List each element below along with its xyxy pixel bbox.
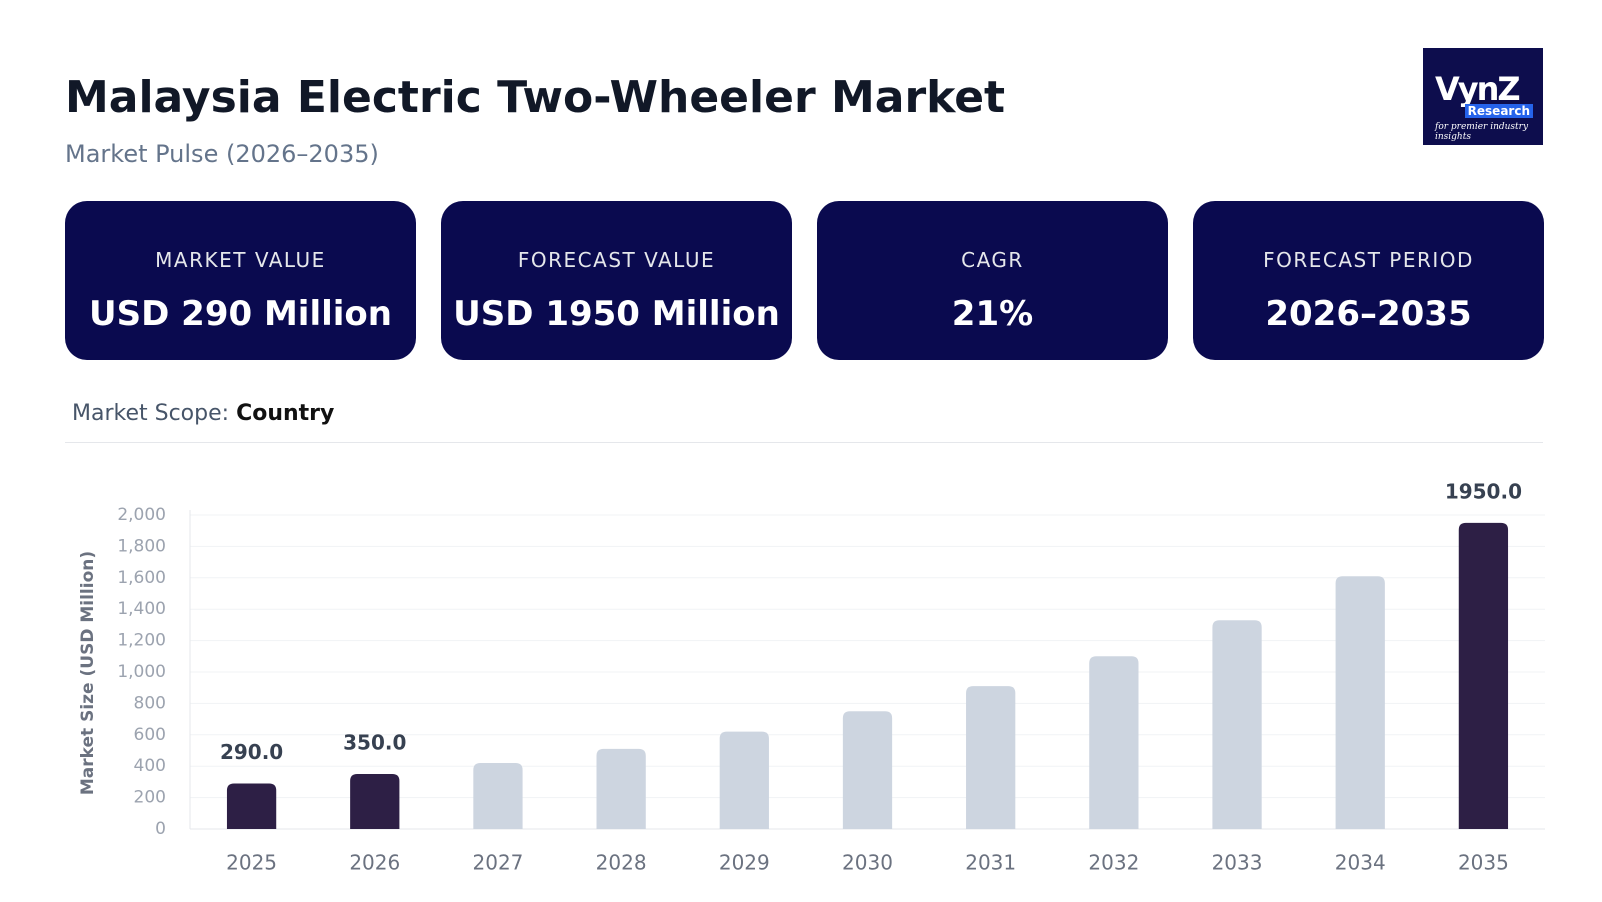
bar [350, 774, 400, 829]
bar [1212, 620, 1262, 829]
x-tick-label: 2025 [226, 851, 277, 875]
card-label: FORECAST PERIOD [1263, 248, 1474, 272]
x-tick-label: 2034 [1335, 851, 1386, 875]
scope-value: Country [236, 401, 335, 426]
card-label: CAGR [961, 248, 1024, 272]
y-tick-label: 200 [134, 788, 166, 808]
stat-card: FORECAST VALUE USD 1950 Million [441, 201, 792, 360]
y-tick-label: 1,400 [117, 599, 166, 619]
x-tick-label: 2030 [842, 851, 893, 875]
bar [1089, 656, 1139, 829]
logo-tagline: for premier industry insights [1435, 122, 1529, 142]
card-label: MARKET VALUE [155, 248, 326, 272]
y-tick-label: 1,800 [117, 536, 166, 556]
card-value: 2026–2035 [1265, 294, 1472, 334]
bar [719, 731, 769, 829]
x-tick-label: 2033 [1212, 851, 1263, 875]
x-tick-label: 2027 [473, 851, 524, 875]
stat-card: MARKET VALUE USD 290 Million [65, 201, 416, 360]
bar [966, 686, 1016, 829]
card-value: USD 1950 Million [453, 294, 780, 334]
x-tick-label: 2035 [1458, 851, 1509, 875]
x-tick-label: 2028 [596, 851, 647, 875]
bar [473, 763, 523, 829]
y-tick-label: 400 [134, 756, 166, 776]
x-tick-label: 2029 [719, 851, 770, 875]
value-label: 290.0 [220, 740, 283, 764]
x-tick-label: 2026 [349, 851, 400, 875]
x-tick-label: 2032 [1088, 851, 1139, 875]
bar [226, 783, 277, 829]
scope-label: Market Scope: [72, 401, 230, 426]
value-label: 350.0 [343, 731, 406, 755]
stat-card: CAGR 21% [817, 201, 1168, 360]
card-value: USD 290 Million [89, 294, 392, 334]
y-tick-label: 800 [134, 693, 166, 713]
bar [596, 748, 646, 829]
y-tick-label: 1,600 [117, 568, 166, 588]
separator [65, 442, 1543, 443]
page-title: Malaysia Electric Two-Wheeler Market [65, 72, 1006, 123]
bar [842, 711, 893, 829]
bar [1335, 576, 1385, 829]
value-label: 1950.0 [1445, 479, 1522, 503]
y-tick-label: 600 [134, 725, 166, 745]
x-tick-label: 2031 [965, 851, 1016, 875]
logo-sub: Research [1464, 104, 1533, 118]
logo: VynZ Research for premier industry insig… [1423, 48, 1543, 145]
y-tick-label: 2,000 [117, 505, 166, 525]
y-tick-label: 0 [155, 819, 166, 839]
card-value: 21% [951, 294, 1034, 334]
bar [1458, 522, 1509, 829]
page-subtitle: Market Pulse (2026–2035) [65, 140, 379, 168]
logo-name: VynZ [1435, 70, 1521, 108]
card-label: FORECAST VALUE [517, 248, 716, 272]
y-tick-label: 1,200 [117, 631, 166, 651]
y-tick-label: 1,000 [117, 662, 166, 682]
y-axis-title: Market Size (USD Million) [78, 551, 98, 795]
scope: Market Scope: Country [72, 401, 334, 426]
stat-card: FORECAST PERIOD 2026–2035 [1193, 201, 1544, 360]
